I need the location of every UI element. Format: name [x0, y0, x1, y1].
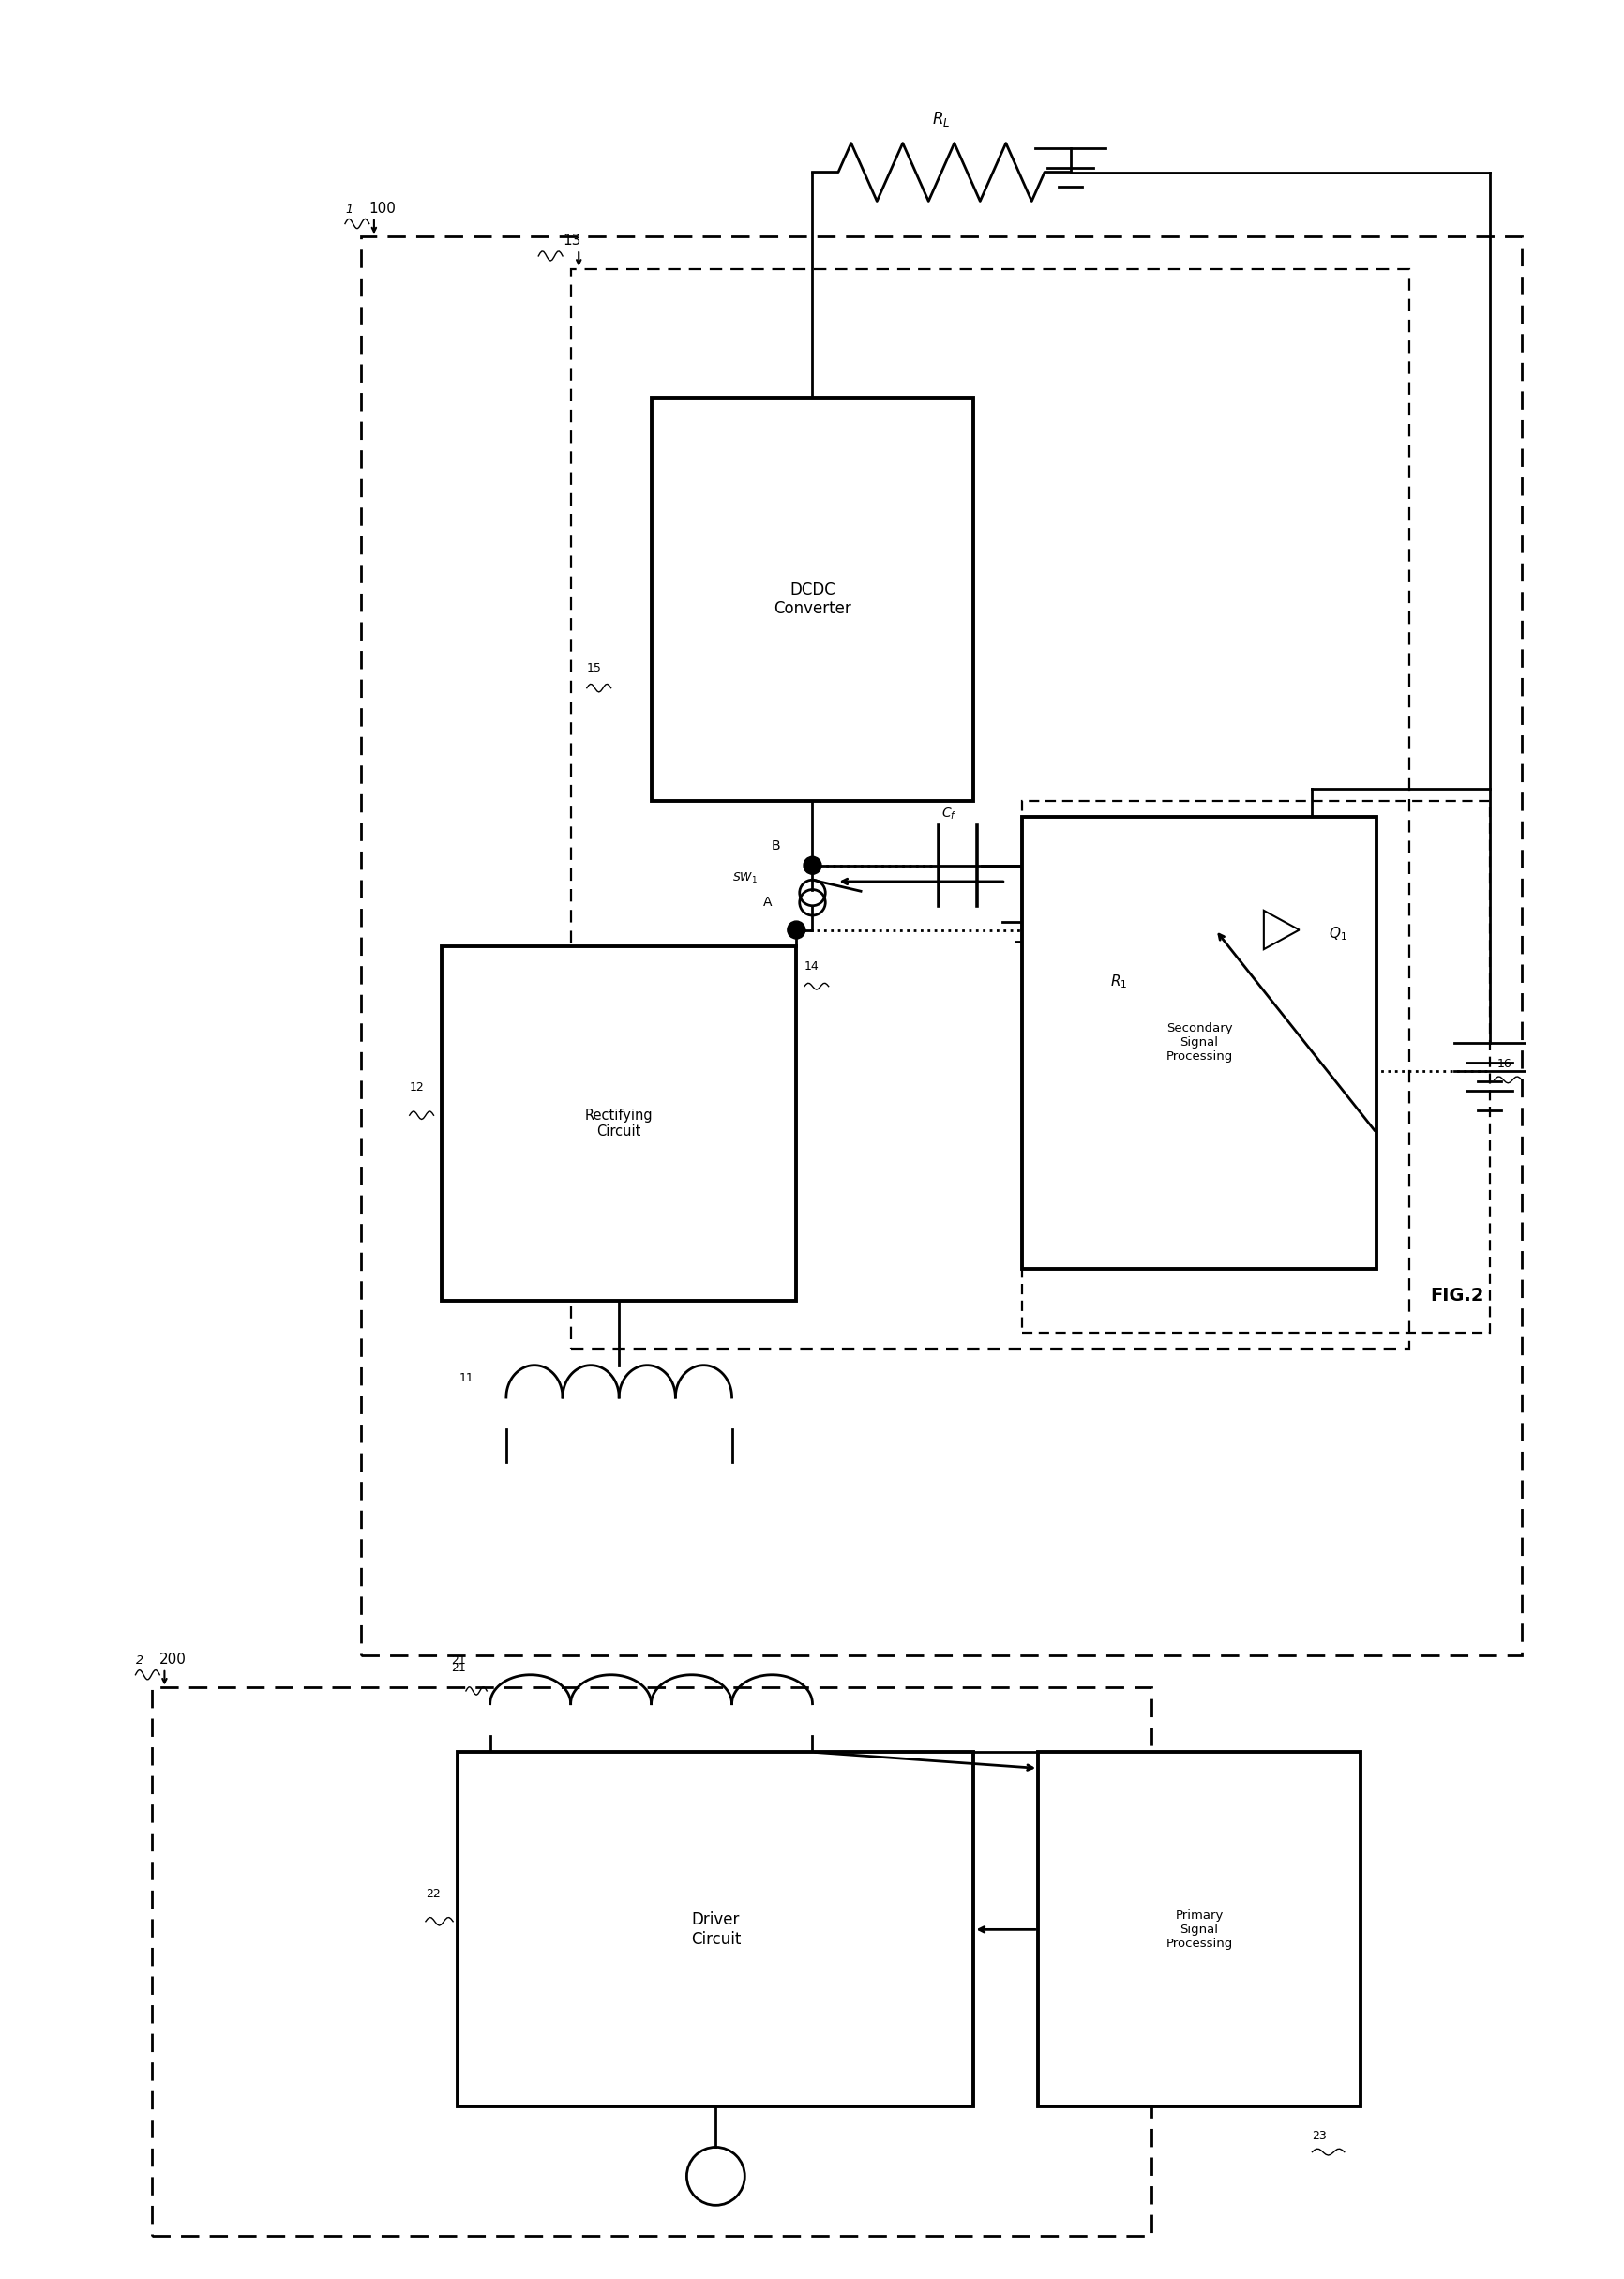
Text: 21: 21 — [451, 1661, 466, 1675]
Circle shape — [788, 921, 806, 939]
Text: 21: 21 — [451, 1655, 466, 1666]
Text: 200: 200 — [159, 1652, 187, 1666]
Text: 22: 22 — [425, 1887, 440, 1901]
Text: 12: 12 — [409, 1083, 424, 1094]
Bar — [1021, 818, 1376, 1269]
Bar — [1038, 1753, 1359, 2106]
Bar — [458, 1753, 973, 2106]
Text: $R_L$: $R_L$ — [932, 109, 950, 128]
Text: 1: 1 — [344, 203, 352, 214]
Text: $R_1$: $R_1$ — [1109, 973, 1127, 991]
Text: DCDC
Converter: DCDC Converter — [773, 581, 851, 618]
Text: A: A — [763, 896, 771, 909]
Text: $SW_1$: $SW_1$ — [731, 871, 757, 884]
Text: 23: 23 — [1312, 2131, 1327, 2142]
Text: $C_f$: $C_f$ — [942, 807, 957, 820]
Circle shape — [804, 857, 820, 875]
Text: B: B — [771, 839, 780, 852]
Text: $Q_1$: $Q_1$ — [1327, 925, 1346, 944]
Text: Secondary
Signal
Processing: Secondary Signal Processing — [1166, 1023, 1233, 1062]
Text: Primary
Signal
Processing: Primary Signal Processing — [1166, 1910, 1233, 1949]
Bar — [442, 946, 796, 1301]
Text: Rectifying
Circuit: Rectifying Circuit — [585, 1108, 653, 1140]
Text: 15: 15 — [586, 663, 601, 675]
Text: 16: 16 — [1497, 1057, 1512, 1069]
Text: 14: 14 — [804, 962, 818, 973]
Text: 11: 11 — [460, 1372, 474, 1383]
Text: 2: 2 — [135, 1655, 143, 1666]
Text: Driver
Circuit: Driver Circuit — [690, 1912, 741, 1949]
Bar — [651, 399, 973, 800]
Text: 100: 100 — [369, 201, 396, 214]
Text: FIG.2: FIG.2 — [1429, 1288, 1483, 1304]
Text: 13: 13 — [562, 232, 580, 248]
